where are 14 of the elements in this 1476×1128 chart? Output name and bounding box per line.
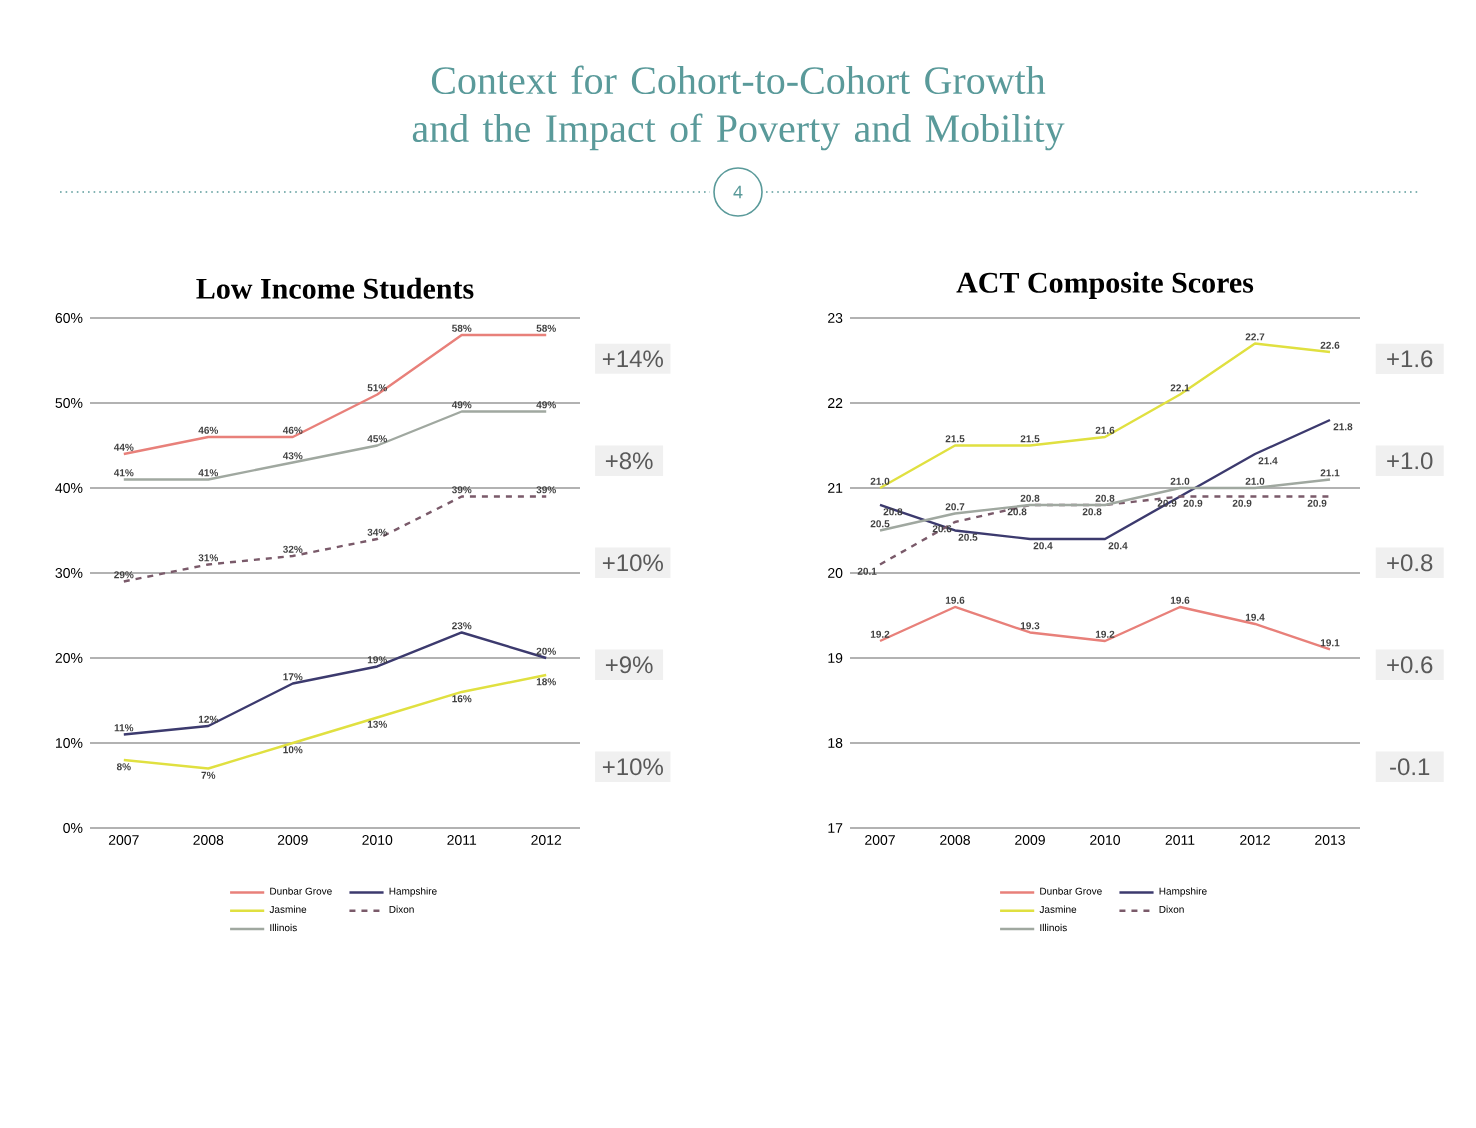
text: +14%	[602, 350, 663, 368]
text: Context for Cohort-to-Cohort Growth and the Impact of Poverty and Mobility	[412, 65, 1065, 151]
text: +0.6	[1387, 656, 1433, 674]
text: 4	[733, 185, 743, 199]
text: -0.1	[1390, 758, 1430, 776]
text: +10%	[602, 554, 663, 572]
text: +9%	[605, 656, 653, 674]
chart-title: Low Income Students	[196, 277, 474, 299]
text: +1.0	[1387, 452, 1433, 470]
text: +1.6	[1387, 350, 1433, 368]
chart-title: ACT Composite Scores	[956, 271, 1254, 299]
text: +8%	[605, 452, 653, 470]
text: +10%	[602, 758, 663, 776]
text: +0.8	[1387, 554, 1433, 572]
